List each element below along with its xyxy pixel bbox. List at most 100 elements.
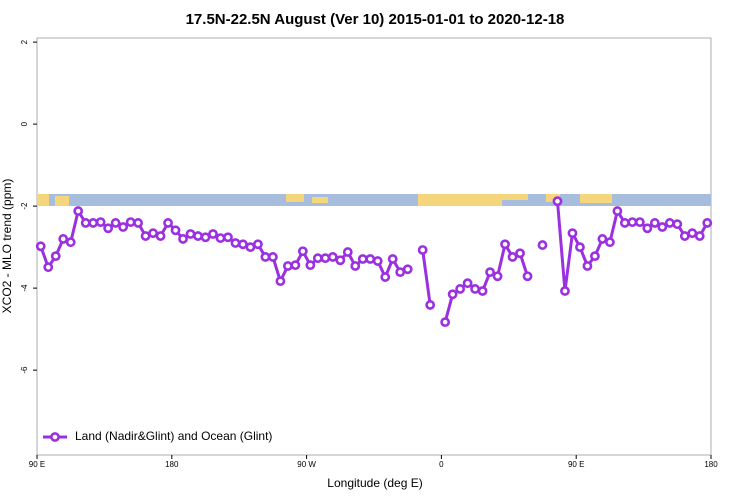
point (627, 217, 638, 228)
y-tick-label: 0 (20, 121, 29, 126)
point (125, 217, 136, 228)
point (297, 246, 308, 257)
point (447, 289, 458, 300)
point (507, 252, 518, 262)
point (515, 248, 525, 259)
land-strip (502, 194, 528, 200)
point (305, 260, 316, 271)
point (58, 234, 69, 244)
point (575, 242, 585, 253)
point (694, 231, 705, 241)
point (672, 219, 683, 230)
y-tick-label: -4 (20, 284, 29, 292)
point (687, 228, 698, 239)
point (110, 218, 121, 228)
y-tick-label: -2 (20, 202, 29, 210)
point (582, 261, 593, 271)
land-strip (580, 194, 612, 203)
point (462, 278, 473, 289)
point (245, 242, 256, 253)
chart-title: 17.5N-22.5N August (Ver 10) 2015-01-01 t… (186, 11, 565, 28)
point (65, 237, 76, 248)
point (282, 261, 293, 271)
point (365, 254, 376, 264)
point (73, 206, 84, 216)
point (560, 286, 570, 296)
land-strip (546, 194, 560, 202)
point (200, 232, 211, 243)
x-tick-label: 90 W (297, 460, 316, 469)
land-strip (37, 194, 49, 206)
point (193, 231, 203, 241)
point (267, 252, 278, 262)
point (275, 276, 286, 287)
point (140, 231, 151, 241)
point (260, 252, 271, 262)
x-tick-label: 180 (165, 460, 179, 469)
point (522, 271, 533, 282)
point (350, 261, 361, 271)
land-strip (418, 194, 502, 206)
point (163, 218, 173, 228)
x-axis-label: Longitude (deg E) (327, 476, 422, 490)
point (649, 218, 660, 228)
point (402, 264, 413, 275)
point (605, 237, 615, 248)
point (425, 300, 436, 310)
point (500, 239, 510, 250)
x-tick-label: 90 E (568, 460, 584, 469)
point (590, 251, 600, 262)
point (612, 206, 623, 216)
x-tick-label: 90 E (29, 460, 45, 469)
point (567, 228, 578, 239)
point (170, 225, 181, 236)
ocean-strip (37, 194, 711, 206)
x-tick-label: 0 (439, 460, 444, 469)
point (178, 234, 188, 244)
point (95, 217, 106, 228)
point (155, 231, 166, 241)
point (477, 286, 488, 296)
point (35, 241, 46, 252)
point (664, 218, 675, 228)
point (380, 272, 391, 282)
point (357, 254, 368, 264)
point (440, 317, 451, 328)
point (387, 254, 398, 264)
point (185, 229, 196, 239)
point (342, 247, 353, 257)
point (327, 252, 338, 262)
point (492, 271, 503, 282)
point (118, 222, 129, 232)
point (455, 284, 466, 294)
point (290, 260, 301, 271)
y-axis-label: XCO2 - MLO trend (ppm) (0, 179, 14, 314)
point (642, 223, 653, 234)
land-mask (37, 194, 711, 206)
point (208, 229, 218, 239)
point (253, 239, 263, 250)
point (133, 218, 143, 228)
point (679, 231, 690, 241)
legend-label: Land (Nadir&Glint) and Ocean (Glint) (75, 429, 272, 443)
point (88, 218, 99, 228)
point (80, 218, 91, 228)
legend-marker (50, 432, 60, 442)
point (395, 267, 406, 278)
point (537, 240, 548, 250)
point (417, 245, 428, 255)
point (148, 228, 158, 239)
land-strip (312, 197, 328, 203)
point (657, 222, 668, 232)
point (50, 251, 61, 262)
point (597, 234, 608, 244)
point (103, 223, 114, 234)
point (485, 267, 495, 278)
y-tick-label: -6 (20, 366, 29, 374)
land-strip (286, 194, 304, 202)
point (312, 253, 323, 264)
y-tick-label: 2 (20, 39, 29, 44)
x-tick-label: 180 (704, 460, 718, 469)
point (702, 218, 713, 228)
point (215, 233, 226, 243)
